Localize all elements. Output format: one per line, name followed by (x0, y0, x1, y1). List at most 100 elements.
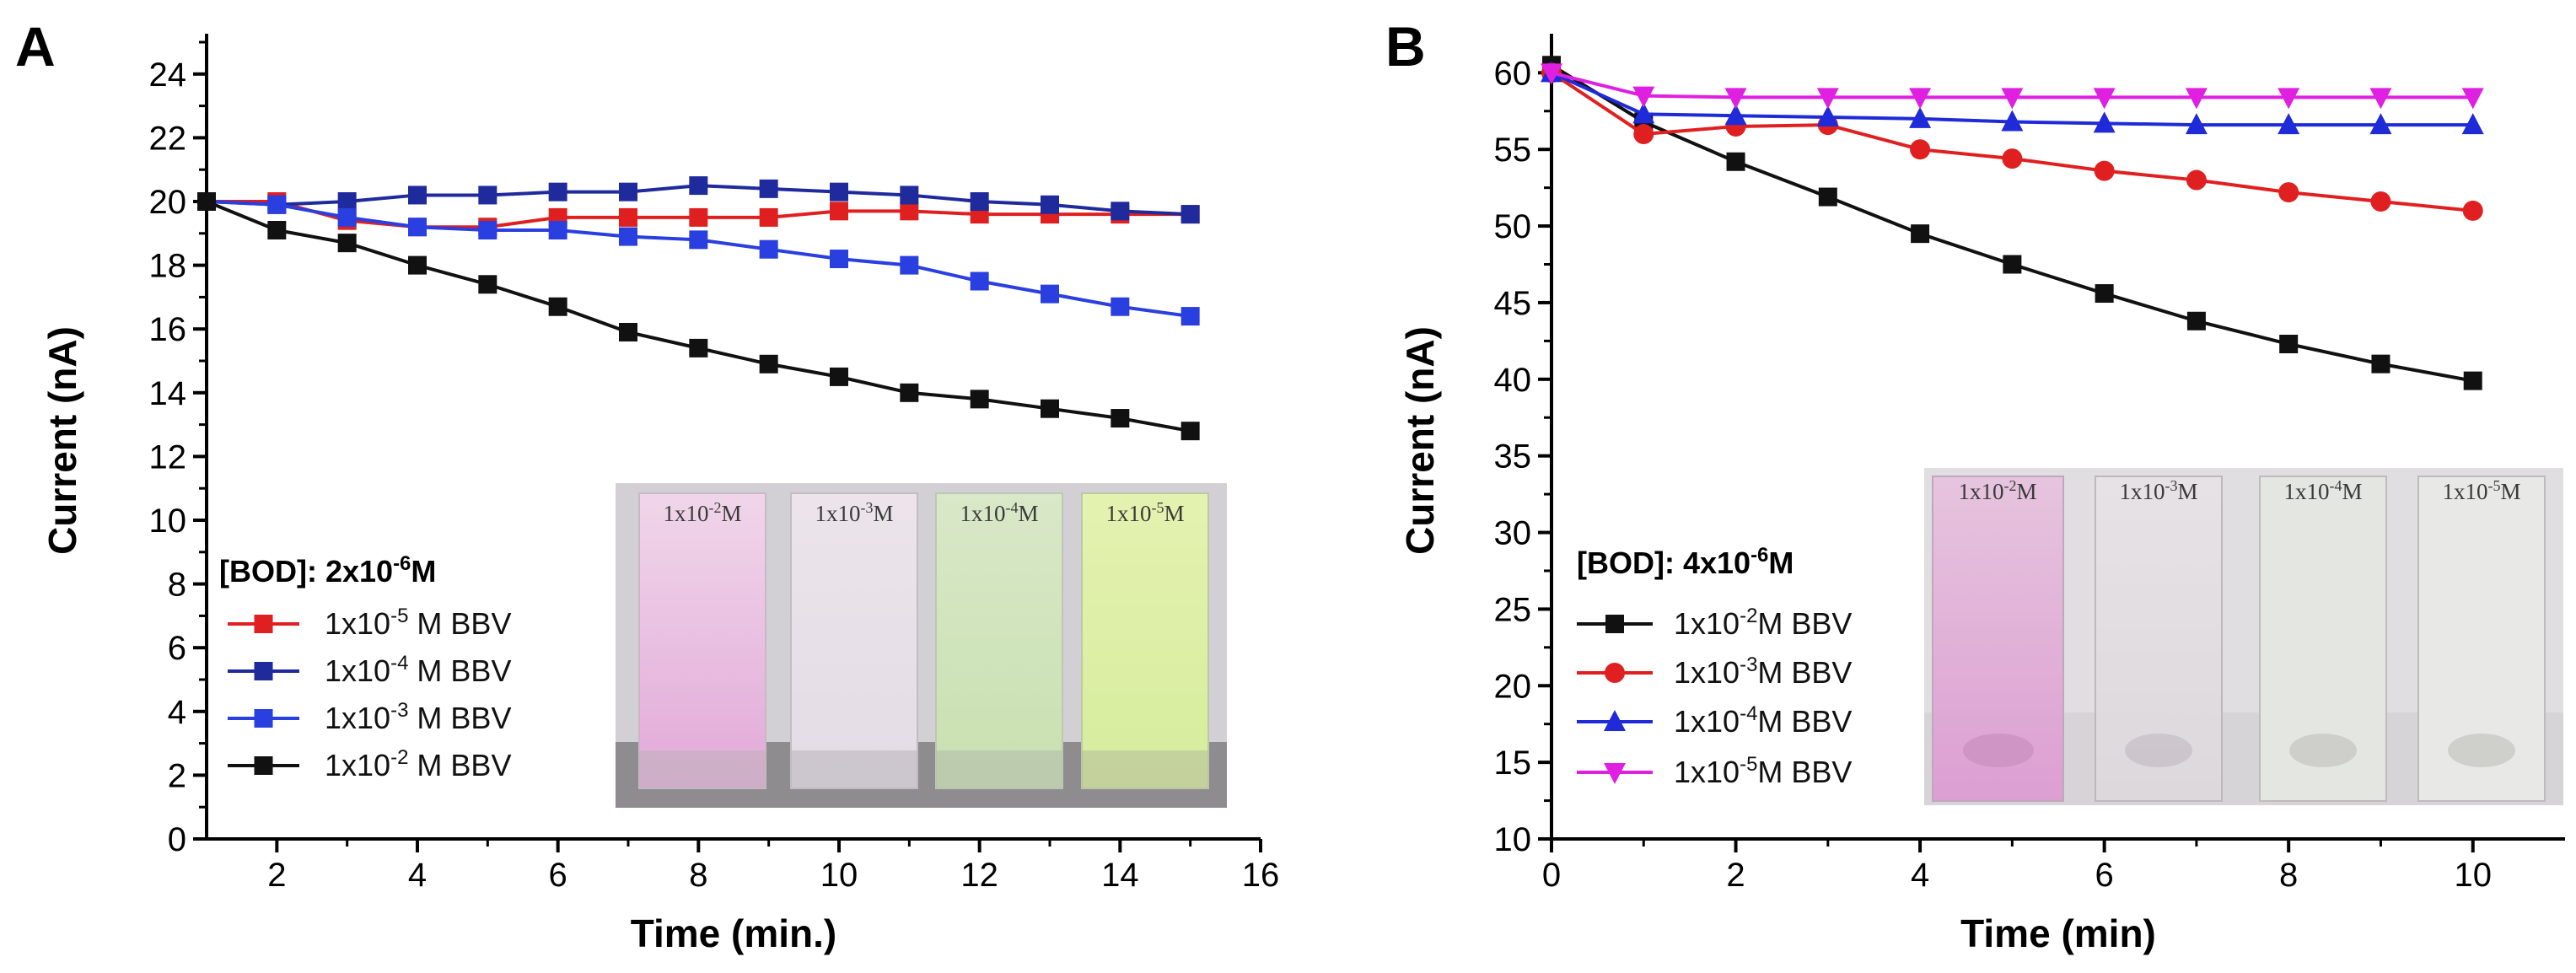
x-axis-title: Time (min.) (631, 911, 837, 955)
cuvette-label-tail: M (2500, 479, 2520, 504)
cuvette-label: 1x10-4M (960, 499, 1038, 526)
data-point (2003, 255, 2022, 274)
y-tick-label: 8 (168, 567, 186, 604)
cuvette-label: 1x10-4M (2283, 477, 2362, 504)
y-tick-label: 35 (1494, 438, 1532, 476)
legend-item: 1x10-3M BBV (1577, 653, 1852, 690)
x-tick-label: 14 (1101, 857, 1139, 894)
data-point (478, 221, 497, 240)
cuvette-label-base: 1x10 (815, 501, 860, 526)
x-tick-label: 4 (408, 857, 427, 894)
data-point (548, 297, 567, 316)
y-tick-label: 24 (149, 56, 187, 94)
data-point (1816, 105, 1839, 127)
data-point (267, 221, 287, 240)
legend-label-exponent: -4 (1740, 702, 1757, 725)
data-point (478, 185, 497, 205)
legend-title-tail: M (1768, 546, 1794, 580)
legend-label: 1x10-3M BBV (1674, 653, 1852, 690)
cuvette-label: 1x10-5M (2442, 477, 2520, 504)
cuvette-4 (1081, 492, 1209, 789)
x-tick-label: 2 (267, 857, 286, 894)
cuvette-label: 1x10-5M (1105, 499, 1184, 526)
legend-swatch-marker (254, 709, 273, 728)
data-point (689, 176, 708, 196)
legend-title-exponent: -6 (1750, 544, 1768, 567)
y-tick-label: 6 (168, 630, 186, 667)
y-tick-label: 4 (168, 694, 186, 731)
data-point (1633, 124, 1654, 145)
data-point (830, 202, 848, 221)
cuvette-base-2 (2125, 734, 2192, 767)
cuvette-base-4 (1082, 750, 1208, 788)
data-point (197, 192, 216, 211)
legend-label: 1x10-5 M BBV (325, 605, 511, 641)
legend-swatch-marker (1604, 710, 1626, 731)
y-axis-title: Current (nA) (1398, 326, 1442, 555)
data-point (1816, 88, 1839, 110)
x-tick-label: 12 (960, 857, 998, 894)
cuvette-label-exponent: -5 (1151, 499, 1164, 516)
data-point (900, 185, 919, 205)
data-point (900, 202, 919, 221)
data-point (2370, 191, 2391, 212)
data-point (1180, 422, 1200, 441)
cuvette-label: 1x10-2M (663, 499, 741, 526)
legend-label-base: 1x10 (325, 701, 390, 735)
legend-title: [BOD]: 4x10-6M (1577, 544, 1794, 580)
y-tick-label: 60 (1494, 55, 1532, 92)
legend-item: 1x10-4 M BBV (228, 652, 511, 688)
cuvette-label: 1x10-2M (1958, 477, 2036, 504)
data-point (2185, 88, 2208, 110)
data-point (759, 179, 778, 198)
legend-title-tail: M (411, 554, 436, 589)
data-point (619, 182, 637, 202)
panel-a-cuvette-photo: 1x10-2M 1x10-3M 1x10-4M 1x10-5M (616, 483, 1227, 808)
legend-title: [BOD]: 2x10-6M (219, 552, 436, 589)
series-4 (1541, 63, 2484, 110)
x-tick-label: 8 (689, 857, 707, 894)
cuvette-label-base: 1x10 (2119, 479, 2165, 504)
series-2 (197, 176, 1200, 224)
legend-label-exponent: -2 (1740, 605, 1757, 627)
y-tick-label: 22 (149, 120, 187, 157)
data-point (408, 185, 427, 205)
x-tick-label: 2 (1726, 857, 1745, 894)
legend-title-base: [BOD]: 2x10 (219, 554, 393, 589)
cuvette-label-base: 1x10 (1105, 501, 1151, 526)
panel-b-cuvette-photo: 1x10-2M 1x10-3M 1x10-4M 1x10-5M (1924, 468, 2563, 805)
data-point (970, 271, 989, 291)
legend-label-base: 1x10 (1674, 655, 1740, 690)
x-tick-label: 0 (1542, 857, 1561, 894)
y-tick-label: 10 (149, 503, 187, 540)
cuvette-label-base: 1x10 (1958, 479, 2003, 504)
legend-label: 1x10-2M BBV (1674, 605, 1852, 641)
data-point (970, 390, 989, 409)
cuvette-3 (935, 492, 1063, 789)
data-point (1041, 195, 1059, 214)
cuvette-base-2 (791, 750, 917, 788)
legend-label-tail: M BBV (1757, 606, 1852, 641)
cuvette-label-tail: M (721, 501, 741, 526)
cuvette-label-tail: M (2016, 479, 2036, 504)
y-tick-label: 55 (1494, 132, 1532, 169)
cuvette-label-base: 1x10 (960, 501, 1005, 526)
data-point (1041, 284, 1059, 304)
data-point (2001, 110, 2024, 132)
cuvette-base-3 (2289, 734, 2357, 767)
legend-label: 1x10-3 M BBV (325, 699, 511, 735)
legend-label-base: 1x10 (325, 606, 390, 641)
cuvette-label-tail: M (1018, 501, 1038, 526)
cuvette-label-base: 1x10 (2283, 479, 2329, 504)
cuvette-1 (638, 492, 766, 789)
data-point (2278, 182, 2299, 203)
data-point (689, 338, 708, 357)
data-point (2463, 371, 2482, 390)
legend-label-tail: M BBV (1757, 755, 1852, 789)
cuvette-label-exponent: -3 (2165, 477, 2177, 494)
legend-swatch-marker (254, 662, 273, 680)
y-tick-label: 25 (1494, 591, 1532, 628)
data-point (2186, 169, 2207, 191)
series-4 (197, 192, 1200, 441)
data-point (2279, 335, 2299, 354)
